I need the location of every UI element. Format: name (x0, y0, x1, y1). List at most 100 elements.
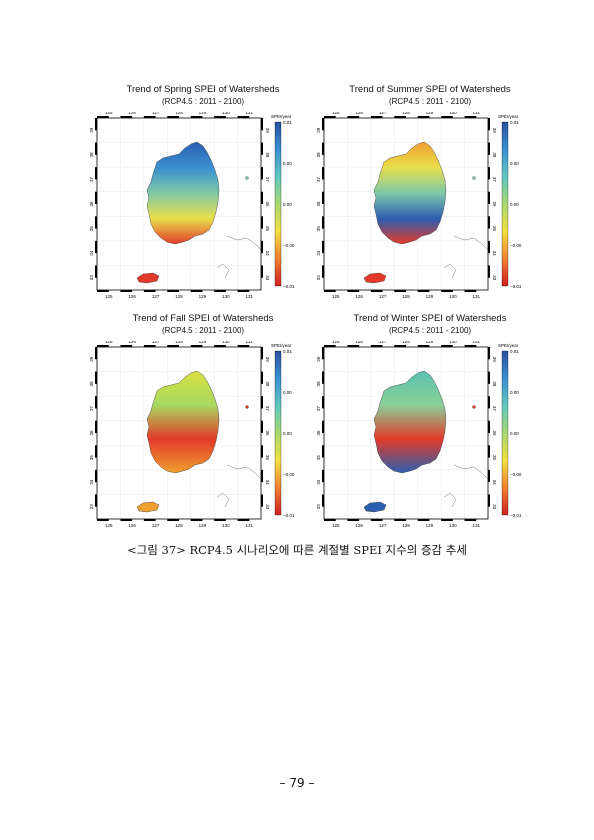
spei-map: 125 125 126 126 127 127 128 128 129 129 130 130 131 1… (316, 112, 522, 299)
lon-tick-label: 125 (105, 523, 113, 528)
colorbar-tick-label: 0.00 (283, 202, 292, 207)
lon-tick-label: 130 (222, 112, 230, 115)
lat-tick-label: 33 (89, 504, 94, 510)
lon-tick-label: 128 (175, 523, 183, 528)
lon-tick-label: 129 (426, 112, 434, 115)
lon-tick-label: 128 (402, 341, 410, 344)
panel-title: Trend of Fall SPEI of Watersheds (132, 313, 274, 324)
lat-tick-label: 34 (492, 480, 497, 486)
lat-tick-label: 37 (492, 406, 497, 412)
lon-tick-label: 128 (402, 294, 410, 299)
lat-tick-label: 33 (492, 504, 497, 510)
lon-tick-label: 125 (332, 112, 340, 115)
lon-tick-label: 125 (332, 523, 340, 528)
colorbar-tick-label: −0.00 (283, 472, 295, 477)
lon-tick-label: 129 (199, 341, 207, 344)
lat-tick-label: 34 (265, 251, 270, 257)
lat-tick-label: 33 (89, 275, 94, 281)
colorbar (501, 350, 509, 516)
lon-tick-label: 127 (152, 341, 160, 344)
lon-tick-label: 127 (379, 294, 387, 299)
colorbar-tick-label: −0.01 (283, 284, 295, 289)
lon-tick-label: 131 (473, 112, 481, 115)
lon-tick-label: 125 (105, 341, 113, 344)
colorbar-tick-label: 0.00 (283, 390, 292, 395)
lat-tick-label: 33 (492, 275, 497, 281)
colorbar (274, 350, 282, 516)
lon-tick-label: 125 (105, 112, 113, 115)
colorbar-tick-label: 0.00 (510, 202, 519, 207)
panel-subtitle: (RCP4.5 : 2011 - 2100) (388, 97, 472, 106)
lon-tick-label: 125 (105, 294, 113, 299)
lon-tick-label: 126 (355, 112, 363, 115)
lon-tick-label: 126 (355, 294, 363, 299)
lon-tick-label: 128 (402, 523, 410, 528)
colorbar (274, 121, 282, 287)
lat-tick-label: 38 (89, 381, 94, 387)
lat-tick-label: 39 (265, 128, 270, 134)
lon-tick-label: 129 (199, 112, 207, 115)
lat-tick-label: 34 (89, 479, 94, 485)
colorbar-title: SPEI/year (271, 114, 292, 119)
lon-tick-label: 131 (473, 341, 481, 344)
colorbar-tick-label: −0.00 (510, 472, 522, 477)
colorbar-tick-label: 0.00 (510, 161, 519, 166)
panel-spring: Trend of Spring SPEI of Watersheds (RCP4… (85, 84, 321, 299)
lat-tick-label: 35 (265, 455, 270, 461)
lat-tick-label: 35 (89, 226, 94, 232)
lon-tick-label: 131 (246, 294, 254, 299)
lat-tick-label: 38 (316, 152, 321, 158)
lat-tick-label: 39 (492, 128, 497, 134)
lat-tick-label: 38 (89, 152, 94, 158)
colorbar-title: SPEI/year (271, 343, 292, 348)
panel-fall: Trend of Fall SPEI of Watersheds (RCP4.5… (85, 313, 321, 528)
lon-tick-label: 127 (379, 341, 387, 344)
lon-tick-label: 126 (355, 341, 363, 344)
lon-tick-label: 129 (426, 341, 434, 344)
lat-tick-label: 36 (89, 430, 94, 436)
lat-tick-label: 34 (265, 480, 270, 486)
lat-tick-label: 34 (316, 250, 321, 256)
colorbar-tick-label: −0.00 (510, 243, 522, 248)
lat-tick-label: 37 (492, 177, 497, 183)
spei-map: 125 125 126 126 127 127 128 128 129 129 130 130 131 1… (89, 112, 295, 299)
lat-tick-label: 38 (316, 381, 321, 387)
lat-tick-label: 36 (265, 430, 270, 436)
lon-tick-label: 128 (402, 112, 410, 115)
lon-tick-label: 127 (379, 112, 387, 115)
lat-tick-label: 39 (89, 127, 94, 133)
lat-tick-label: 35 (89, 455, 94, 461)
lat-tick-label: 39 (265, 357, 270, 363)
panel-subtitle: (RCP4.5 : 2011 - 2100) (388, 326, 472, 335)
colorbar-tick-label: 0.01 (510, 120, 519, 125)
colorbar-tick-label: −0.00 (283, 243, 295, 248)
lon-tick-label: 130 (449, 523, 457, 528)
lon-tick-label: 127 (379, 523, 387, 528)
page-number: – 79 – (279, 776, 315, 790)
lon-tick-label: 129 (199, 294, 207, 299)
lat-tick-label: 35 (265, 226, 270, 232)
colorbar-tick-label: 0.00 (510, 390, 519, 395)
lon-tick-label: 126 (128, 112, 136, 115)
colorbar-tick-label: 0.01 (283, 120, 292, 125)
lon-tick-label: 128 (175, 294, 183, 299)
lon-tick-label: 130 (222, 341, 230, 344)
lat-tick-label: 37 (89, 176, 94, 182)
lon-tick-label: 127 (152, 294, 160, 299)
lat-tick-label: 35 (316, 455, 321, 461)
colorbar (501, 121, 509, 287)
colorbar-title: SPEI/year (498, 343, 519, 348)
colorbar-tick-label: 0.01 (510, 349, 519, 354)
lon-tick-label: 130 (449, 294, 457, 299)
lon-tick-label: 128 (175, 341, 183, 344)
panel-subtitle: (RCP4.5 : 2011 - 2100) (161, 97, 245, 106)
lon-tick-label: 127 (152, 112, 160, 115)
panel-title: Trend of Spring SPEI of Watersheds (126, 84, 280, 95)
lat-tick-label: 38 (265, 152, 270, 158)
lat-tick-label: 35 (492, 226, 497, 232)
lon-tick-label: 130 (222, 523, 230, 528)
lat-tick-label: 36 (89, 201, 94, 207)
lat-tick-label: 33 (316, 275, 321, 281)
panel-title: Trend of Summer SPEI of Watersheds (349, 84, 511, 95)
colorbar-tick-label: 0.01 (283, 349, 292, 354)
